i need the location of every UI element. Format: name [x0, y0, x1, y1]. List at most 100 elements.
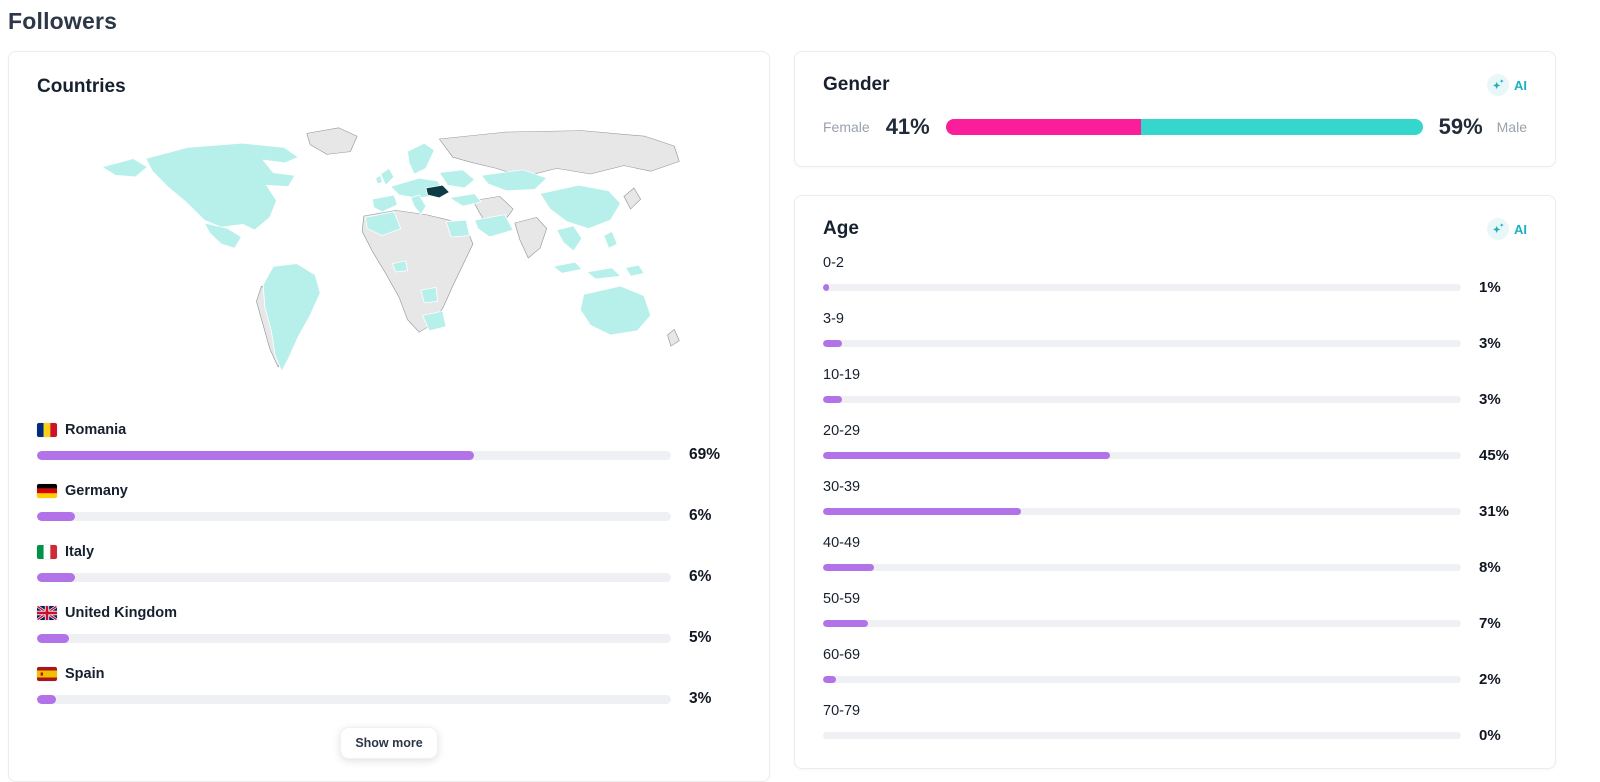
- age-row: 50-59 7%: [823, 591, 1527, 632]
- country-row: Italy 6%: [37, 544, 741, 586]
- sparkles-icon: [1487, 74, 1509, 96]
- world-map: [87, 118, 691, 384]
- age-bar-track: [823, 620, 1461, 627]
- gender-ai-badge[interactable]: AI: [1487, 74, 1527, 96]
- gender-card: Gender AI Female 41%: [794, 51, 1556, 167]
- age-range-label: 70-79: [823, 703, 861, 719]
- age-card: Age AI 0-2 1%: [794, 195, 1556, 769]
- age-range-label: 0-2: [823, 255, 844, 271]
- countries-card: Countries: [8, 51, 770, 782]
- age-row: 60-69 2%: [823, 647, 1527, 688]
- ai-badge-label: AI: [1514, 221, 1527, 237]
- country-percent: 5%: [689, 629, 712, 646]
- age-percent: 3%: [1479, 391, 1501, 408]
- age-bar-fill: [823, 284, 830, 291]
- country-row: United Kingdom 5%: [37, 605, 741, 647]
- country-percent: 69%: [689, 446, 721, 463]
- country-flag-icon: [37, 423, 57, 437]
- country-bar-track: [37, 450, 671, 460]
- age-bar-track: [823, 676, 1461, 683]
- age-bar-track: [823, 396, 1461, 403]
- age-range-label: 3-9: [823, 311, 844, 327]
- country-bar-fill: [37, 450, 475, 460]
- age-bar-fill: [823, 508, 1021, 515]
- country-percent: 6%: [689, 568, 712, 585]
- age-row: 40-49 8%: [823, 535, 1527, 576]
- age-ai-badge[interactable]: AI: [1487, 218, 1527, 240]
- country-list: Romania 69% Germany 6% Italy: [37, 422, 741, 708]
- age-row: 70-79 0%: [823, 703, 1527, 744]
- female-label: Female: [823, 119, 870, 135]
- age-range-label: 20-29: [823, 423, 861, 439]
- country-bar-fill: [37, 572, 76, 582]
- page-title: Followers: [8, 8, 118, 34]
- country-bar-fill: [37, 633, 69, 643]
- country-row: Spain 3%: [37, 666, 741, 708]
- age-range-label: 30-39: [823, 479, 861, 495]
- country-row: Romania 69%: [37, 422, 741, 464]
- female-bar-segment: [945, 119, 1142, 135]
- age-bar-fill: [823, 452, 1111, 459]
- gender-card-title: Gender: [823, 74, 890, 95]
- country-name: Italy: [65, 544, 95, 560]
- age-row: 10-19 3%: [823, 367, 1527, 408]
- age-percent: 2%: [1479, 671, 1501, 688]
- age-row: 3-9 3%: [823, 311, 1527, 352]
- gender-stacked-bar: [945, 119, 1423, 135]
- country-bar-track: [37, 694, 671, 704]
- age-percent: 0%: [1479, 727, 1501, 744]
- country-name: Romania: [65, 422, 127, 438]
- age-percent: 3%: [1479, 335, 1501, 352]
- age-range-label: 10-19: [823, 367, 861, 383]
- age-percent: 45%: [1479, 447, 1510, 464]
- age-bar-fill: [823, 564, 875, 571]
- country-row: Germany 6%: [37, 483, 741, 525]
- country-bar-track: [37, 633, 671, 643]
- age-bar-fill: [823, 396, 843, 403]
- age-bar-fill: [823, 676, 836, 683]
- age-row: 30-39 31%: [823, 479, 1527, 520]
- age-bar-track: [823, 508, 1461, 515]
- show-more-button[interactable]: Show more: [340, 727, 438, 759]
- country-bar-track: [37, 511, 671, 521]
- country-bar-fill: [37, 694, 57, 704]
- age-list: 0-2 1% 3-9 3% 10-19 3% 20-29: [823, 255, 1527, 744]
- age-row: 20-29 45%: [823, 423, 1527, 464]
- age-percent: 31%: [1479, 503, 1510, 520]
- male-bar-segment: [1141, 119, 1423, 135]
- country-flag-icon: [37, 606, 57, 620]
- sparkles-icon: [1487, 218, 1509, 240]
- country-percent: 6%: [689, 507, 712, 524]
- age-row: 0-2 1%: [823, 255, 1527, 296]
- male-label: Male: [1496, 119, 1527, 135]
- age-bar-track: [823, 340, 1461, 347]
- ai-badge-label: AI: [1514, 77, 1527, 93]
- age-bar-track: [823, 732, 1461, 739]
- age-percent: 1%: [1479, 279, 1501, 296]
- age-range-label: 50-59: [823, 591, 861, 607]
- gender-bar-row: Female 41% 59% Male: [823, 114, 1527, 140]
- age-bar-track: [823, 284, 1461, 291]
- country-percent: 3%: [689, 690, 712, 707]
- country-bar-fill: [37, 511, 76, 521]
- female-percent: 41%: [885, 114, 930, 139]
- world-choropleth-map-icon: [101, 127, 680, 372]
- followers-section: Followers Countries: [0, 8, 1600, 782]
- male-percent: 59%: [1438, 114, 1483, 139]
- age-bar-track: [823, 452, 1461, 459]
- age-percent: 7%: [1479, 615, 1501, 632]
- country-bar-track: [37, 572, 671, 582]
- country-name: Spain: [65, 666, 105, 682]
- map-top-country-romania: [425, 184, 450, 199]
- country-name: Germany: [65, 483, 128, 499]
- age-range-label: 40-49: [823, 535, 861, 551]
- countries-card-title: Countries: [37, 76, 126, 97]
- country-name: United Kingdom: [65, 605, 177, 621]
- country-flag-icon: [37, 545, 57, 559]
- country-flag-icon: [37, 667, 57, 681]
- age-card-title: Age: [823, 218, 859, 239]
- age-percent: 8%: [1479, 559, 1501, 576]
- age-range-label: 60-69: [823, 647, 861, 663]
- age-bar-track: [823, 564, 1461, 571]
- age-bar-fill: [823, 620, 868, 627]
